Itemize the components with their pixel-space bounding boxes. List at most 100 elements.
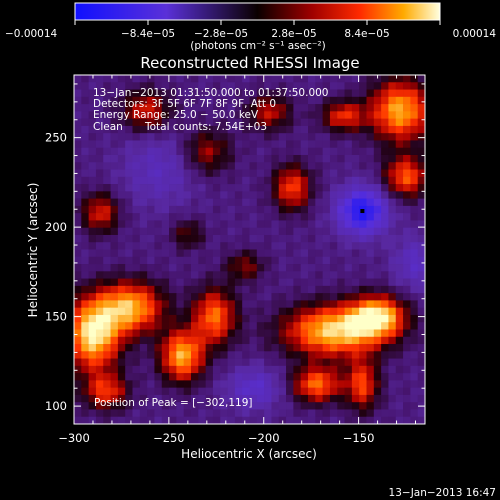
heatmap-cell xyxy=(271,125,280,134)
heatmap-cell xyxy=(191,118,199,127)
heatmap-cell xyxy=(337,140,345,149)
heatmap-cell xyxy=(315,285,323,294)
heatmap-cell xyxy=(300,293,309,301)
heatmap-cell xyxy=(403,329,411,338)
heatmap-cell xyxy=(132,351,141,359)
heatmap-cell xyxy=(403,227,411,236)
heatmap-cell xyxy=(117,220,126,229)
heatmap-cell xyxy=(205,242,214,250)
heatmap-cell xyxy=(344,351,353,359)
heatmap-cell xyxy=(74,285,82,294)
heatmap-cell xyxy=(220,409,228,418)
heatmap-cell xyxy=(234,154,243,163)
heatmap-cell xyxy=(95,184,104,192)
heatmap-cell xyxy=(249,344,258,352)
heatmap-cell xyxy=(81,213,89,221)
heatmap-cell xyxy=(154,133,163,141)
heatmap-cell xyxy=(308,234,316,243)
heatmap-cell xyxy=(249,111,258,119)
heatmap-cell xyxy=(154,358,163,367)
heatmap-cell xyxy=(315,227,323,236)
heatmap-cell xyxy=(322,322,331,330)
heatmap-cell xyxy=(322,358,331,367)
heatmap-cell xyxy=(329,322,338,330)
heatmap-cell xyxy=(191,300,199,309)
heatmap-cell xyxy=(88,133,97,141)
heatmap-cell xyxy=(154,351,163,359)
heatmap-cell xyxy=(242,300,250,309)
heatmap-cell xyxy=(147,147,155,156)
heatmap-cell xyxy=(139,191,148,199)
heatmap-cell xyxy=(161,104,170,112)
heatmap-cell xyxy=(293,82,302,90)
heatmap-cell xyxy=(271,96,280,105)
heatmap-cell xyxy=(125,373,133,381)
heatmap-cell xyxy=(234,416,243,424)
heatmap-cell xyxy=(286,416,294,424)
heatmap-cell xyxy=(351,271,360,279)
heatmap-cell xyxy=(147,133,155,141)
heatmap-cell xyxy=(125,198,133,207)
heatmap-cell xyxy=(198,147,206,156)
heatmap-cell xyxy=(256,314,265,323)
heatmap-cell xyxy=(403,380,411,388)
heatmap-cell xyxy=(395,227,404,236)
heatmap-cell xyxy=(95,82,104,90)
heatmap-cell xyxy=(161,416,170,424)
heatmap-cell xyxy=(220,416,228,424)
heatmap-cell xyxy=(293,264,302,272)
heatmap-cell xyxy=(242,154,250,163)
heatmap-cell xyxy=(329,409,338,418)
heatmap-cell xyxy=(359,373,367,381)
heatmap-cell xyxy=(403,351,411,359)
heatmap-cell xyxy=(88,242,97,250)
heatmap-cell xyxy=(242,147,250,156)
heatmap-cell xyxy=(205,234,214,243)
heatmap-cell xyxy=(381,322,389,330)
heatmap-cell xyxy=(300,147,309,156)
heatmap-cell xyxy=(183,322,192,330)
heatmap-cell xyxy=(366,133,375,141)
heatmap-cell xyxy=(308,307,316,316)
heatmap-cell xyxy=(191,234,199,243)
heatmap-cell xyxy=(322,351,331,359)
heatmap-cell xyxy=(359,351,367,359)
heatmap-cell xyxy=(395,300,404,309)
heatmap-cell xyxy=(132,307,141,316)
heatmap-cell xyxy=(395,285,404,294)
heatmap-cell xyxy=(220,394,228,403)
heatmap-cell xyxy=(344,314,353,323)
heatmap-cell xyxy=(403,373,411,381)
heatmap-cell xyxy=(329,416,338,424)
heatmap-cell xyxy=(242,416,250,424)
heatmap-cell xyxy=(278,133,287,141)
heatmap-cell xyxy=(234,380,243,388)
heatmap-cell xyxy=(329,220,338,229)
heatmap-cell xyxy=(227,278,236,287)
heatmap-cell xyxy=(359,358,367,367)
heatmap-cell xyxy=(132,118,141,127)
heatmap-cell xyxy=(81,147,89,156)
heatmap-cell xyxy=(249,75,258,83)
heatmap-cell xyxy=(220,307,228,316)
heatmap-cell xyxy=(198,387,206,396)
heatmap-cell xyxy=(329,314,338,323)
heatmap-cell xyxy=(198,176,206,185)
heatmap-cell xyxy=(198,300,206,309)
heatmap-cell xyxy=(227,249,236,258)
heatmap-cell xyxy=(256,111,265,119)
heatmap-cell xyxy=(293,184,302,192)
heatmap-cell xyxy=(249,249,258,258)
heatmap-cell xyxy=(191,387,199,396)
heatmap-cell xyxy=(278,344,287,352)
heatmap-cell xyxy=(278,373,287,381)
heatmap-cell xyxy=(293,118,302,127)
heatmap-cell xyxy=(403,133,411,141)
heatmap-cell xyxy=(169,75,177,83)
heatmap-cell xyxy=(176,104,185,112)
heatmap-cell xyxy=(117,213,126,221)
heatmap-cell xyxy=(139,111,148,119)
heatmap-cell xyxy=(249,205,258,214)
heatmap-cell xyxy=(234,373,243,381)
heatmap-cell xyxy=(125,104,133,112)
